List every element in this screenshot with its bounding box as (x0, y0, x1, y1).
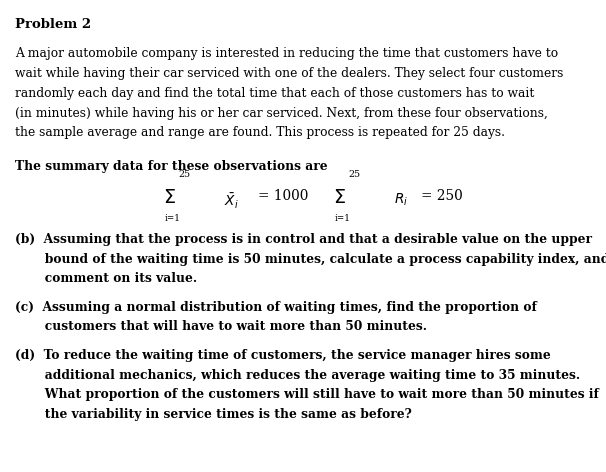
Text: comment on its value.: comment on its value. (15, 272, 198, 286)
Text: = 1000: = 1000 (258, 189, 308, 203)
Text: A major automobile company is interested in reducing the time that customers hav: A major automobile company is interested… (15, 47, 558, 60)
Text: bound of the waiting time is 50 minutes, calculate a process capability index, a: bound of the waiting time is 50 minutes,… (15, 253, 606, 266)
Text: $\Sigma$: $\Sigma$ (333, 188, 346, 207)
Text: the variability in service times is the same as before?: the variability in service times is the … (15, 408, 412, 421)
Text: $\Sigma$: $\Sigma$ (163, 188, 176, 207)
Text: (in minutes) while having his or her car serviced. Next, from these four observa: (in minutes) while having his or her car… (15, 107, 548, 120)
Text: 25: 25 (348, 170, 361, 179)
Text: $R_i$: $R_i$ (394, 192, 408, 208)
Text: i=1: i=1 (165, 214, 181, 223)
Text: (b)  Assuming that the process is in control and that a desirable value on the u: (b) Assuming that the process is in cont… (15, 233, 592, 246)
Text: i=1: i=1 (335, 214, 350, 223)
Text: What proportion of the customers will still have to wait more than 50 minutes if: What proportion of the customers will st… (15, 388, 599, 402)
Text: Problem 2: Problem 2 (15, 18, 92, 31)
Text: wait while having their car serviced with one of the dealers. They select four c: wait while having their car serviced wit… (15, 67, 564, 80)
Text: (d)  To reduce the waiting time of customers, the service manager hires some: (d) To reduce the waiting time of custom… (15, 349, 551, 362)
Text: = 250: = 250 (421, 189, 463, 203)
Text: (c)  Assuming a normal distribution of waiting times, find the proportion of: (c) Assuming a normal distribution of wa… (15, 301, 537, 314)
Text: the sample average and range are found. This process is repeated for 25 days.: the sample average and range are found. … (15, 126, 505, 140)
Text: customers that will have to wait more than 50 minutes.: customers that will have to wait more th… (15, 320, 427, 334)
Text: additional mechanics, which reduces the average waiting time to 35 minutes.: additional mechanics, which reduces the … (15, 369, 581, 382)
Text: randomly each day and find the total time that each of those customers has to wa: randomly each day and find the total tim… (15, 87, 534, 100)
Text: $\bar{X}_i$: $\bar{X}_i$ (224, 192, 239, 211)
Text: The summary data for these observations are: The summary data for these observations … (15, 160, 328, 173)
Text: 25: 25 (179, 170, 191, 179)
